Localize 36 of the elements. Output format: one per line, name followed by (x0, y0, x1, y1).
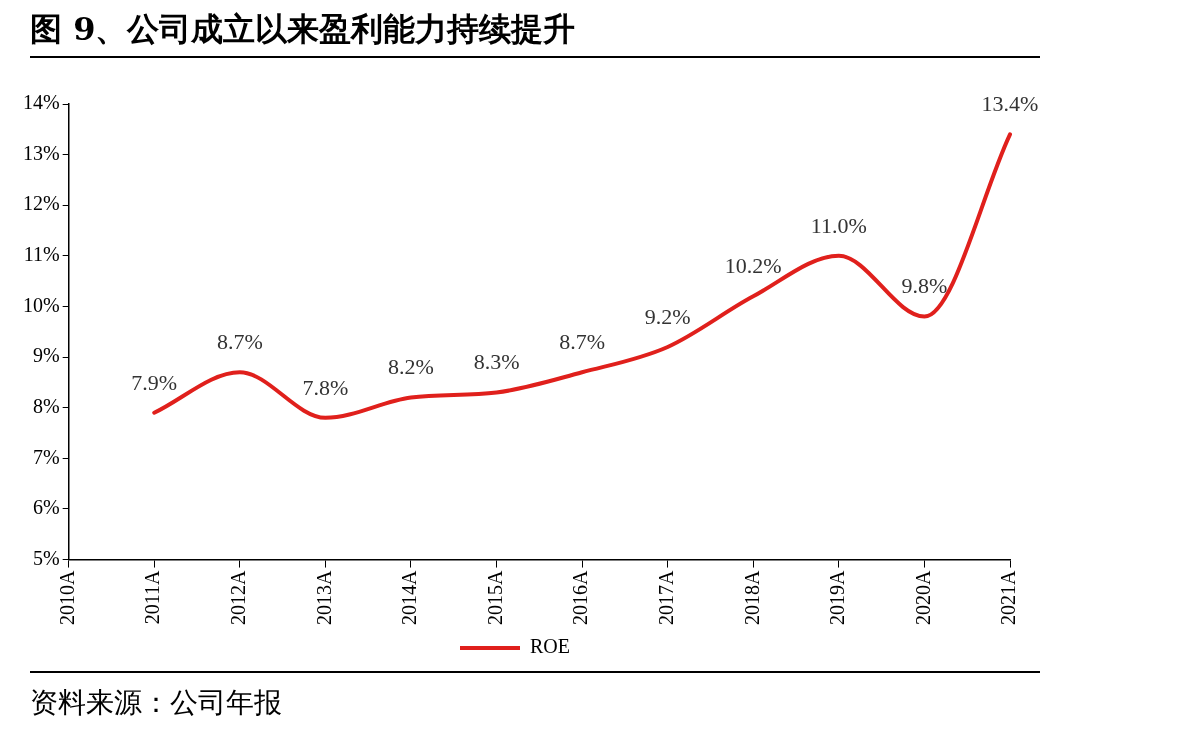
x-tick-label: 2016A (569, 570, 592, 626)
data-label: 9.8% (901, 273, 948, 299)
y-tick-label: 8% (32, 394, 60, 417)
y-tick-label: 7% (32, 445, 60, 468)
y-tick-label: 14% (22, 91, 60, 114)
x-tick-label: 2019A (826, 570, 849, 626)
x-tick-label: 2021A (997, 570, 1020, 626)
x-tick-label: 2011A (141, 570, 164, 625)
y-tick-label: 5% (32, 546, 60, 569)
y-tick-label: 11% (23, 243, 60, 266)
x-tick-label: 2012A (227, 570, 250, 626)
data-label: 8.2% (388, 354, 434, 380)
data-label: 13.4% (981, 91, 1039, 117)
x-tick-label: 2014A (398, 570, 421, 626)
x-tick-label: 2015A (483, 570, 506, 626)
data-label: 10.2% (724, 253, 782, 279)
data-label: 7.8% (302, 374, 349, 400)
data-label: 11.0% (810, 212, 867, 238)
data-label: 8.7% (216, 329, 263, 355)
x-tick-label: 2017A (654, 570, 677, 626)
legend-label: ROE (530, 635, 570, 658)
data-label: 7.9% (131, 369, 178, 395)
data-label: 8.3% (473, 349, 520, 375)
y-tick-label: 13% (22, 141, 60, 164)
y-tick-label: 6% (32, 496, 60, 519)
text: 资料来源：公司年报 (30, 685, 282, 721)
data-label: 9.2% (644, 303, 691, 329)
y-tick-label: 12% (22, 192, 60, 215)
y-tick-label: 10% (22, 293, 60, 316)
y-tick-label: 9% (32, 344, 60, 367)
x-tick-label: 2020A (911, 570, 934, 626)
x-tick-label: 2013A (312, 570, 335, 626)
x-tick-label: 2010A (55, 570, 78, 626)
data-label: 8.7% (559, 329, 606, 355)
x-tick-label: 2018A (740, 570, 763, 626)
chart-title: 图 9、公司成立以来盈利能力持续提升 (30, 9, 576, 50)
